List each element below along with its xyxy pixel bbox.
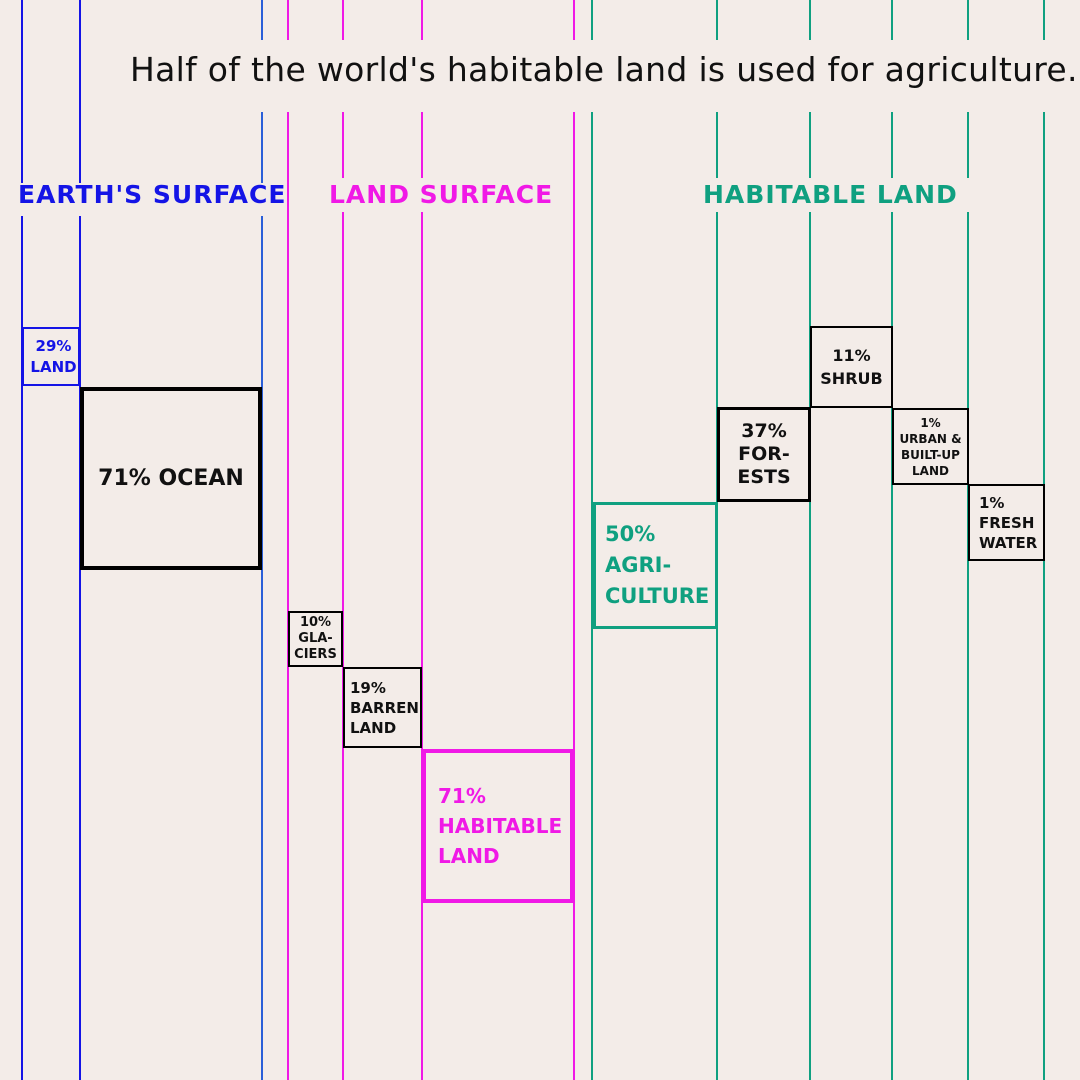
guide-line [967, 112, 969, 178]
guide-line [79, 0, 81, 183]
guide-line [573, 0, 575, 40]
segment-label-line: 29% [35, 336, 72, 355]
guide-line [809, 212, 811, 1080]
segment-label-line: 19% [350, 678, 386, 697]
segment-label-line: LAND [350, 718, 397, 737]
segment-label-line: 50% [605, 522, 656, 546]
segment-label-line: CIERS [294, 647, 337, 662]
segment-box-1-fresh-water: 1% FRESH WATER [968, 484, 1045, 561]
segment-label-line: FOR- [738, 443, 790, 465]
segment-box-11-shrub: 11% SHRUB [810, 326, 893, 408]
guide-line [421, 0, 423, 40]
guide-line [261, 112, 263, 183]
guide-line [591, 112, 593, 1080]
section-label-earths-surface: EARTH'S SURFACE [18, 180, 287, 209]
guide-line [21, 0, 23, 183]
guide-line [1043, 0, 1045, 40]
segment-box-50-agriculture: 50% AGRI- CULTURE [593, 502, 718, 629]
segment-box-1-urban-built-up-land: 1% URBAN & BUILT-UP LAND [892, 408, 969, 485]
guide-line [421, 112, 423, 178]
guide-line [79, 216, 81, 1080]
segment-label-line: 71% [438, 784, 486, 808]
segment-label-line: ESTS [737, 466, 791, 488]
segment-label-line: BARREN [350, 698, 419, 717]
section-label-habitable-land: HABITABLE LAND [703, 180, 958, 209]
guide-line [891, 0, 893, 40]
segment-label-line: LAND [912, 463, 949, 478]
guide-line [573, 112, 575, 1080]
segment-label-line: 1% [920, 415, 941, 430]
segment-label-line: URBAN & [899, 431, 962, 446]
segment-box-37-forests: 37% FOR- ESTS [717, 407, 811, 502]
section-label-land-surface: LAND SURFACE [329, 180, 554, 209]
guide-line [809, 0, 811, 40]
chart-title: Half of the world's habitable land is us… [130, 50, 1078, 89]
guide-line [809, 112, 811, 178]
guide-line [967, 212, 969, 1080]
guide-line [261, 216, 263, 1080]
segment-label-line: LAND [438, 844, 500, 868]
segment-label-line: HABITABLE [438, 814, 563, 838]
segment-label-line: LAND [30, 357, 77, 376]
guide-line [287, 112, 289, 1080]
segment-box-10-glaciers: 10% GLA- CIERS [288, 611, 343, 667]
guide-line [287, 0, 289, 40]
guide-line [967, 0, 969, 40]
guide-line [21, 216, 23, 1080]
segment-box-29-land: 29% LAND [22, 327, 80, 386]
segment-box-19-barren-land: 19% BARREN LAND [343, 667, 422, 748]
guide-line [716, 112, 718, 178]
guide-line [342, 0, 344, 40]
segment-label-line: AGRI- [605, 553, 672, 577]
guide-line [891, 112, 893, 178]
segment-label-line: 71% OCEAN [98, 465, 244, 491]
segment-label-line: 11% [832, 346, 871, 365]
segment-label-line: GLA- [298, 631, 333, 646]
segment-label-line: FRESH [979, 513, 1035, 532]
guide-line [891, 212, 893, 1080]
guide-line [421, 212, 423, 1080]
guide-line [591, 0, 593, 40]
segment-box-71-habitable-land: 71% HABITABLE LAND [422, 749, 574, 903]
guide-line [1043, 112, 1045, 1080]
guide-line [716, 212, 718, 1080]
segment-box-71-ocean: 71% OCEAN [80, 387, 262, 570]
segment-label-line: WATER [979, 533, 1038, 552]
guide-line [342, 112, 344, 178]
segment-label-line: CULTURE [605, 584, 710, 608]
guide-line [261, 0, 263, 40]
guide-line [342, 212, 344, 1080]
guide-line [716, 0, 718, 40]
segment-label-line: BUILT-UP [901, 447, 960, 462]
segment-label-line: 1% [979, 493, 1005, 512]
segment-label-line: 37% [741, 420, 787, 442]
segment-label-line: 10% [299, 615, 332, 630]
segment-label-line: SHRUB [820, 369, 883, 388]
